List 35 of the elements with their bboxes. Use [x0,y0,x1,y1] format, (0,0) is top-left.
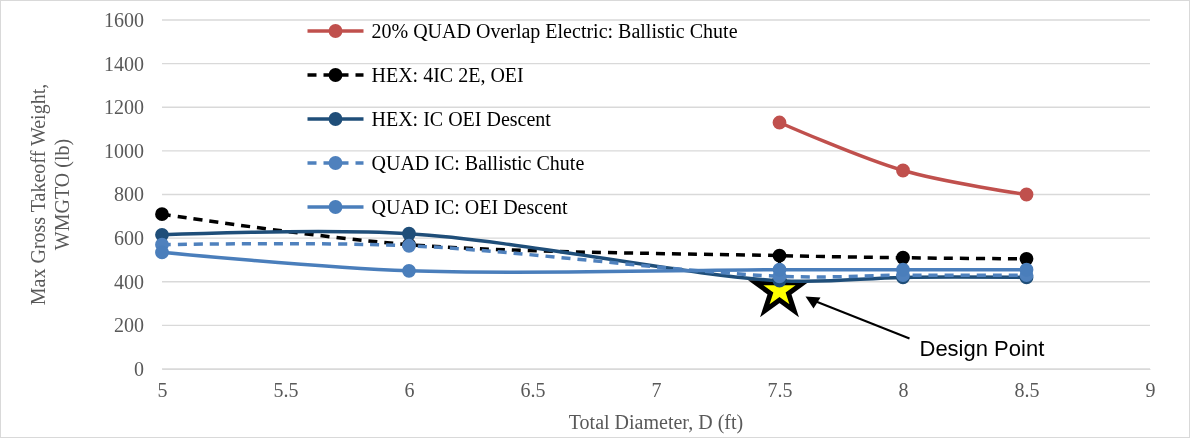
x-axis-title: Total Diameter, D (ft) [568,411,744,434]
point [772,115,787,130]
x-tick-label: 6 [404,379,415,402]
legend-label: HEX: IC OEI Descent [371,108,552,130]
y-tick-label: 600 [114,227,144,250]
y-axis-title: Max Gross Takeoff Weight, WMGTO (lb) [27,83,74,306]
x-tick-label: 8.5 [1014,379,1040,402]
point [402,263,416,278]
y-tick-label: 400 [114,270,144,293]
x-tick-label: 8 [898,379,909,402]
legend-label: HEX: 4IC 2E, OEI [371,64,524,86]
point [896,163,910,178]
legend-label: QUAD IC: OEI Descent [371,196,569,218]
point [896,250,910,265]
point [772,248,787,263]
y-tick-label: 1200 [104,96,144,119]
y-tick-label: 1600 [104,8,144,31]
annotation: Design Point [919,336,1045,362]
x-tick-label: 6.5 [520,379,546,402]
y-tick-label: 1000 [104,139,144,162]
y-tick-label: 0 [134,357,144,380]
y-tick-label: 200 [114,314,144,337]
x-tick-label: 5.5 [273,379,299,402]
legend-label: QUAD IC: Ballistic Chute [371,152,585,174]
y-tick-label: 1400 [104,52,144,75]
point [155,245,169,260]
point [402,226,416,241]
x-tick-label: 5 [157,379,168,402]
point [1019,187,1034,202]
legend-label: 20% QUAD Overlap Electric: Ballistic Chute [371,20,738,43]
x-tick-label: 9 [1145,379,1156,402]
y-tick-label: 800 [114,183,144,206]
x-tick-label: 7 [651,379,662,402]
x-tick-label: 7.5 [767,379,793,402]
point [155,207,169,222]
